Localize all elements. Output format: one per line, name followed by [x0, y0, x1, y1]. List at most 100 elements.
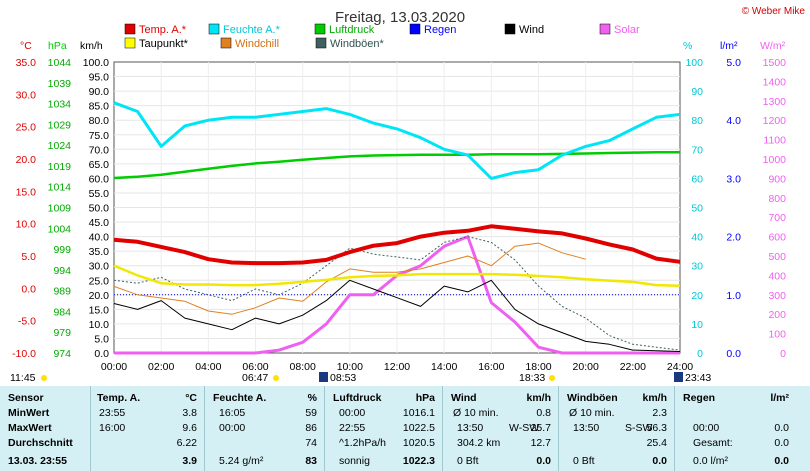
gust-current: 0.0 — [652, 455, 667, 467]
kmh-tick: 30.0 — [89, 261, 110, 273]
hpa-unit-label: hPa — [48, 40, 67, 52]
kmh-tick: 35.0 — [89, 246, 110, 258]
legend-label: Temp. A.* — [139, 24, 187, 36]
temp-max: 9.6 — [182, 422, 197, 434]
kmh-unit-label: km/h — [80, 40, 103, 52]
press-title: Luftdruck — [333, 392, 382, 404]
time-tick: 06:00 — [242, 361, 268, 373]
press-avg: 1020.5 — [402, 437, 435, 449]
series-taupunkt — [113, 264, 681, 287]
rain-title: Regen — [683, 392, 716, 404]
solar-tick: 1300 — [763, 96, 787, 108]
series-feuchte-a — [113, 101, 681, 180]
sensor-header: Sensor — [8, 392, 44, 404]
time-tick: 02:00 — [148, 361, 174, 373]
legend: Temp. A.* Feuchte A.* Luftdruck Regen Wind So… — [124, 23, 640, 50]
sunrise-icon — [273, 375, 279, 381]
wind-title: Wind — [451, 392, 477, 404]
durchschnitt-label: Durchschnitt — [8, 437, 73, 449]
pct-tick: 80 — [691, 115, 703, 127]
pct-tick: 30 — [691, 261, 703, 273]
hum-max-time: 00:00 — [219, 422, 246, 434]
hpa-tick: 1024 — [48, 140, 72, 152]
legend-swatch — [208, 23, 220, 35]
kmh-tick: 10.0 — [89, 319, 110, 331]
rain-column: Regen l/m² 00:00 0.0 Gesamt: 0.0 0.0 l/m² 0.… — [674, 386, 797, 471]
rain-unit: l/m² — [770, 392, 789, 404]
temp-tick: 0.0 — [21, 283, 36, 295]
time-tick: 18:00 — [525, 361, 551, 373]
legend-label: Feuchte A.* — [223, 24, 281, 36]
kmh-tick: 70.0 — [89, 144, 110, 156]
press-unit: hPa — [415, 392, 435, 404]
rain-unit-label: l/m² — [720, 40, 738, 52]
hum-current: 83 — [305, 455, 317, 467]
legend-label: Windböen* — [330, 38, 385, 50]
time-tick: 12:00 — [384, 361, 410, 373]
temp-current: 3.9 — [182, 455, 197, 467]
solar-tick: 0 — [780, 348, 786, 360]
press-max: 1022.5 — [402, 422, 435, 434]
kmh-tick: 75.0 — [89, 130, 110, 142]
hum-abs: 5.24 g/m² — [219, 455, 264, 467]
pct-tick: 0 — [697, 348, 703, 360]
hum-column: Feuchte A.% 16:05 59 00:00 86 74 5.24 g/m²… — [204, 386, 325, 471]
kmh-tick: 50.0 — [89, 203, 110, 215]
kmh-tick: 55.0 — [89, 188, 110, 200]
kmh-tick: 5.0 — [94, 333, 109, 345]
grid — [114, 62, 680, 353]
gust-mean: 25.4 — [646, 437, 667, 449]
maxwert-label: MaxWert — [8, 422, 52, 434]
rain-tick: 2.0 — [726, 232, 741, 244]
solar-tick: 500 — [768, 251, 786, 263]
sensor-column: Sensor MinWert MaxWert Durchschnitt 13.0… — [0, 386, 90, 471]
solar-tick: 300 — [768, 290, 786, 302]
hpa-tick: 999 — [53, 244, 71, 256]
wind-bft: 0 Bft — [457, 455, 479, 467]
hum-unit: % — [307, 392, 317, 404]
temp-title: Temp. A. — [97, 392, 141, 404]
pct-tick: 90 — [691, 86, 703, 98]
time-tick: 04:00 — [195, 361, 221, 373]
sunset-icon — [549, 375, 555, 381]
hpa-tick: 984 — [53, 306, 71, 318]
rain-tick: 0.0 — [726, 348, 741, 360]
kmh-tick: 60.0 — [89, 173, 110, 185]
series-windchill — [113, 242, 586, 315]
temp-unit: °C — [185, 392, 197, 404]
press-min: 1016.1 — [402, 407, 435, 419]
temp-tick: 15.0 — [16, 186, 37, 198]
wind-avg-label: Ø 10 min. — [453, 407, 499, 419]
kmh-tick: 95.0 — [89, 72, 110, 84]
kmh-tick: 20.0 — [89, 290, 110, 302]
temp-max-time: 16:00 — [99, 422, 126, 434]
rain-max: 0.0 — [774, 422, 789, 434]
hpa-tick: 1019 — [48, 161, 72, 173]
legend-swatch — [599, 23, 611, 35]
temp-tick: -5.0 — [18, 316, 36, 328]
summary-table: Sensor MinWert MaxWert Durchschnitt 13.0… — [0, 386, 810, 471]
temp-tick: 30.0 — [16, 89, 37, 101]
hpa-tick: 989 — [53, 286, 71, 298]
temp-tick: 5.0 — [21, 251, 36, 263]
pct-tick: 60 — [691, 173, 703, 185]
time-tick: 14:00 — [431, 361, 457, 373]
axis-ticks: 100.095.090.085.080.075.070.065.060.055.… — [12, 57, 786, 373]
time-tick: 20:00 — [573, 361, 599, 373]
wind-mean: 12.7 — [530, 437, 551, 449]
hum-avg: 74 — [305, 437, 317, 449]
hpa-tick: 974 — [53, 348, 71, 360]
kmh-tick: 65.0 — [89, 159, 110, 171]
minwert-label: MinWert — [8, 407, 50, 419]
kmh-tick: 40.0 — [89, 232, 110, 244]
gust-max: 56.3 — [646, 422, 667, 434]
legend-swatch — [504, 23, 516, 35]
time-tick: 24:00 — [667, 361, 693, 373]
solar-tick: 1100 — [763, 135, 786, 147]
hum-min-time: 16:05 — [219, 407, 246, 419]
wind-avg: 0.8 — [536, 407, 551, 419]
hpa-tick: 994 — [53, 265, 71, 277]
gust-max-time: 13:50 — [573, 422, 600, 434]
hum-max: 86 — [305, 422, 317, 434]
kmh-tick: 0.0 — [94, 348, 109, 360]
